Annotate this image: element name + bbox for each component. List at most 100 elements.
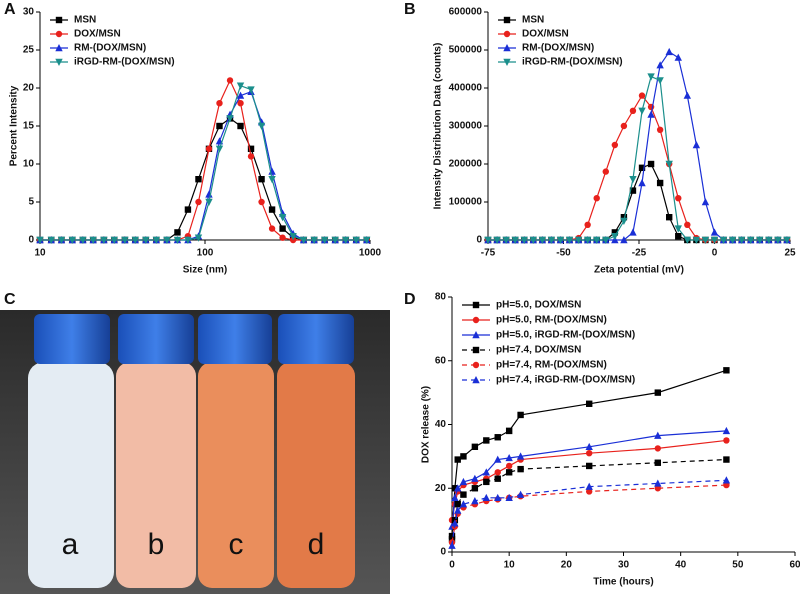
legend-marker xyxy=(55,58,63,66)
vial-label: a xyxy=(62,528,79,561)
marker xyxy=(268,167,276,175)
y-axis-label: DOX release (%) xyxy=(421,386,432,463)
marker xyxy=(620,236,628,244)
legend-marker xyxy=(55,16,63,24)
marker xyxy=(505,469,513,476)
marker xyxy=(675,194,682,202)
marker xyxy=(258,198,265,206)
marker xyxy=(666,214,673,221)
marker xyxy=(448,541,456,549)
marker xyxy=(505,453,513,462)
marker xyxy=(556,236,565,244)
marker xyxy=(692,141,701,149)
marker xyxy=(89,236,97,244)
marker xyxy=(692,236,701,244)
marker xyxy=(163,236,171,244)
marker xyxy=(268,225,276,232)
marker xyxy=(216,100,223,107)
series-line xyxy=(451,458,727,540)
vial-cap xyxy=(198,314,272,364)
marker xyxy=(131,236,139,244)
vial-label: c xyxy=(229,528,244,561)
marker xyxy=(451,519,459,527)
marker xyxy=(331,236,339,244)
marker xyxy=(647,110,655,118)
marker xyxy=(100,236,108,244)
marker xyxy=(723,437,730,444)
marker xyxy=(226,77,234,84)
vial xyxy=(277,362,355,588)
x-tick-label: 20 xyxy=(561,560,573,571)
marker xyxy=(460,491,467,498)
x-tick-label: 100 xyxy=(197,248,214,259)
marker xyxy=(505,462,513,470)
marker xyxy=(174,229,181,236)
marker xyxy=(236,82,245,90)
legend-label: pH=7.4, iRGD-RM-(DOX/MSN) xyxy=(496,375,635,386)
legend-marker xyxy=(503,44,511,52)
legend-label: DOX/MSN xyxy=(74,29,121,40)
marker xyxy=(79,236,87,244)
marker xyxy=(454,484,462,492)
x-tick-label: 10 xyxy=(34,248,46,259)
y-axis-label: Intensity Distribution Data (counts) xyxy=(433,43,444,210)
y-tick-label: 100000 xyxy=(449,197,483,208)
marker xyxy=(278,214,287,222)
legend-marker xyxy=(472,361,480,369)
marker xyxy=(783,236,791,244)
marker xyxy=(538,236,547,244)
y-tick-label: 600000 xyxy=(449,7,483,18)
legend-marker xyxy=(472,301,480,309)
marker xyxy=(205,145,213,152)
x-tick-label: 0 xyxy=(449,560,455,571)
marker xyxy=(747,236,755,244)
marker xyxy=(502,236,510,244)
marker xyxy=(520,236,528,244)
marker xyxy=(454,500,461,508)
marker xyxy=(494,469,501,476)
marker xyxy=(737,236,746,244)
marker xyxy=(665,160,673,168)
x-tick-label: 1000 xyxy=(359,248,382,259)
marker xyxy=(654,445,661,452)
x-tick-label: 10 xyxy=(504,560,516,571)
marker xyxy=(195,176,202,183)
marker xyxy=(451,493,459,502)
marker xyxy=(586,462,593,470)
marker xyxy=(471,497,479,505)
marker xyxy=(184,236,192,244)
legend-label: pH=5.0, DOX/MSN xyxy=(496,300,581,311)
marker xyxy=(584,221,591,229)
marker xyxy=(471,474,479,482)
marker xyxy=(593,236,601,244)
marker xyxy=(516,452,525,460)
marker xyxy=(611,233,619,241)
marker xyxy=(656,126,664,134)
legend-label: DOX/MSN xyxy=(522,29,569,40)
marker xyxy=(684,221,691,229)
marker xyxy=(565,236,574,244)
marker xyxy=(258,176,265,183)
x-tick-label: 40 xyxy=(675,560,687,571)
marker xyxy=(620,217,628,225)
marker xyxy=(585,442,593,451)
vial-cap xyxy=(118,314,194,364)
marker xyxy=(756,236,764,244)
marker xyxy=(674,53,682,61)
marker xyxy=(586,449,593,457)
legend-marker xyxy=(503,30,511,38)
marker xyxy=(674,225,682,233)
marker xyxy=(574,236,583,244)
marker xyxy=(484,236,492,244)
marker xyxy=(268,206,276,213)
photo: a b c d xyxy=(0,310,390,594)
marker xyxy=(459,500,468,508)
marker xyxy=(205,190,213,198)
marker xyxy=(352,236,360,244)
marker xyxy=(205,198,213,206)
marker xyxy=(289,233,297,241)
series-line xyxy=(488,163,787,241)
marker xyxy=(68,236,77,244)
marker xyxy=(647,73,655,81)
legend-label: RM-(DOX/MSN) xyxy=(522,43,594,54)
